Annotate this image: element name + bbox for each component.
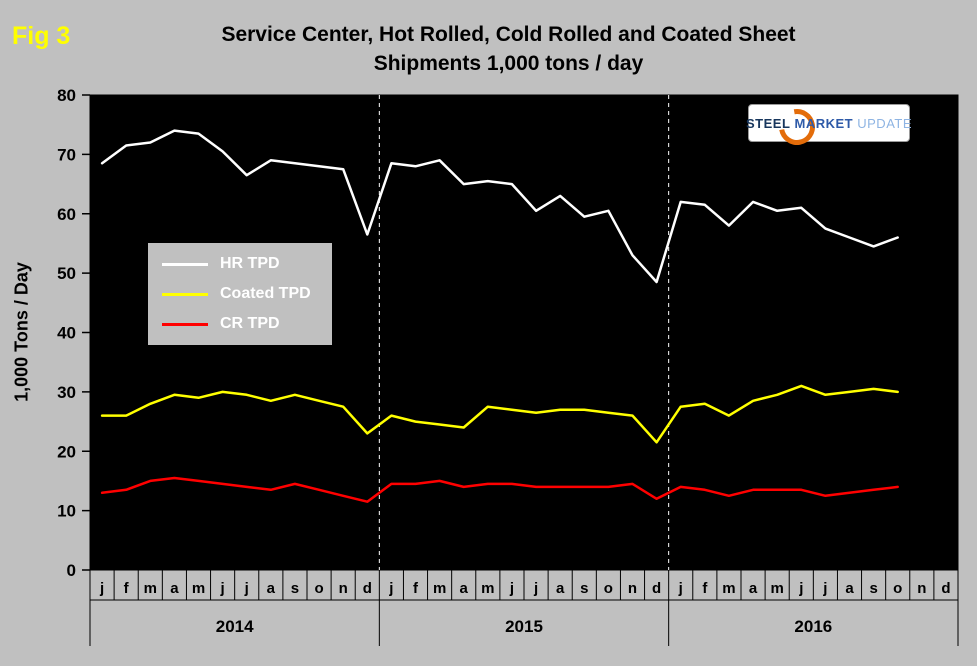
month-label: d [941, 580, 950, 597]
figure-label: Fig 3 [12, 22, 71, 50]
y-axis: 0 10 20 30 40 50 60 70 80 [57, 86, 90, 580]
legend-label-coated: Coated TPD [220, 285, 311, 302]
logo-text: STEEL MARKET UPDATE [746, 116, 912, 131]
month-label: a [170, 580, 179, 597]
month-label: m [481, 580, 494, 597]
legend-swatch-coated [162, 292, 208, 296]
month-label: n [339, 580, 348, 597]
series-line-coated-tpd [100, 384, 899, 444]
y-tick-label: 70 [57, 145, 76, 164]
month-label: d [363, 580, 372, 597]
logo-word-update: UPDATE [857, 115, 913, 131]
month-label: a [460, 580, 469, 597]
y-tick-label: 20 [57, 442, 76, 461]
month-label: j [822, 580, 827, 597]
month-label: j [798, 580, 803, 597]
month-label: a [749, 580, 758, 597]
month-label: f [413, 580, 419, 597]
month-label: d [652, 580, 661, 597]
year-separator-lines [378, 95, 670, 570]
logo-word-market: MARKET [794, 115, 854, 131]
month-label: n [917, 580, 926, 597]
month-label: j [99, 580, 104, 597]
month-label: j [388, 580, 393, 597]
month-label: j [220, 580, 225, 597]
month-label: a [267, 580, 276, 597]
legend-swatch-cr [162, 322, 208, 326]
month-label: m [192, 580, 205, 597]
steel-market-update-logo: STEEL MARKET UPDATE [746, 101, 912, 153]
month-label: j [244, 580, 249, 597]
chart-title-line2: Shipments 1,000 tons / day [373, 52, 644, 75]
chart-title-line1: Service Center, Hot Rolled, Cold Rolled … [221, 23, 796, 46]
legend-label-cr: CR TPD [220, 315, 280, 332]
month-label: s [291, 580, 299, 597]
y-tick-label: 0 [67, 561, 76, 580]
legend: HR TPD Coated TPD CR TPD [148, 243, 332, 345]
y-tick-label: 50 [57, 264, 76, 283]
month-label: o [893, 580, 902, 597]
month-label: o [604, 580, 613, 597]
month-label: s [869, 580, 877, 597]
month-label: m [433, 580, 446, 597]
legend-swatch-hr [162, 262, 208, 266]
month-label: f [124, 580, 130, 597]
month-label: a [845, 580, 854, 597]
legend-item-cr: CR TPD [162, 315, 318, 333]
month-label: s [580, 580, 588, 597]
year-axis: 2014 2015 2016 [89, 600, 959, 646]
y-tick-label: 80 [57, 86, 76, 105]
month-label: j [533, 580, 538, 597]
legend-item-coated: Coated TPD [162, 285, 318, 303]
legend-label-hr: HR TPD [220, 255, 280, 272]
y-tick-label: 40 [57, 324, 76, 343]
series-line-cr-tpd [100, 476, 899, 503]
month-label: m [770, 580, 783, 597]
month-label: j [509, 580, 514, 597]
year-label: 2016 [794, 617, 832, 636]
y-tick-label: 60 [57, 205, 76, 224]
month-label: m [722, 580, 735, 597]
month-label: a [556, 580, 565, 597]
legend-item-hr: HR TPD [162, 255, 318, 273]
month-label: n [628, 580, 637, 597]
y-tick-label: 30 [57, 383, 76, 402]
month-label: f [702, 580, 708, 597]
year-label: 2015 [505, 617, 543, 636]
chart-title: Service Center, Hot Rolled, Cold Rolled … [100, 20, 917, 78]
month-label: o [314, 580, 323, 597]
series-line-hr-tpd [100, 129, 899, 284]
month-label: m [144, 580, 157, 597]
logo-word-steel: STEEL [745, 115, 791, 131]
month-label: j [678, 580, 683, 597]
year-label: 2014 [216, 617, 254, 636]
y-tick-label: 10 [57, 502, 76, 521]
